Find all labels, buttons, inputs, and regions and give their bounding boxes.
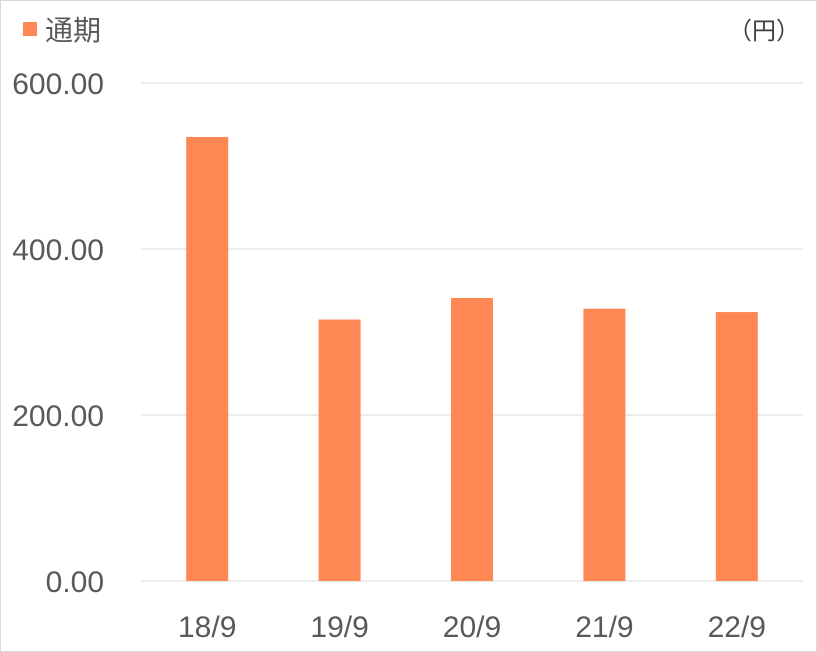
x-tick-label: 19/9 [310, 611, 368, 644]
y-tick-label: 0.00 [46, 566, 104, 599]
legend: 通期 [23, 9, 101, 49]
bar [583, 308, 626, 581]
bar [318, 319, 361, 581]
x-tick-label: 21/9 [575, 611, 633, 644]
bar [186, 136, 229, 581]
x-tick-label: 22/9 [708, 611, 766, 644]
bar [715, 312, 758, 581]
unit-label: （円） [728, 17, 800, 45]
y-tick-label: 200.00 [12, 400, 104, 433]
x-tick-label: 18/9 [178, 611, 236, 644]
y-tick-label: 400.00 [12, 234, 104, 267]
bar [451, 297, 493, 581]
legend-label: 通期 [45, 14, 102, 47]
x-tick-label: 20/9 [443, 611, 501, 644]
legend-swatch [23, 22, 37, 36]
y-tick-label: 600.00 [12, 68, 104, 101]
